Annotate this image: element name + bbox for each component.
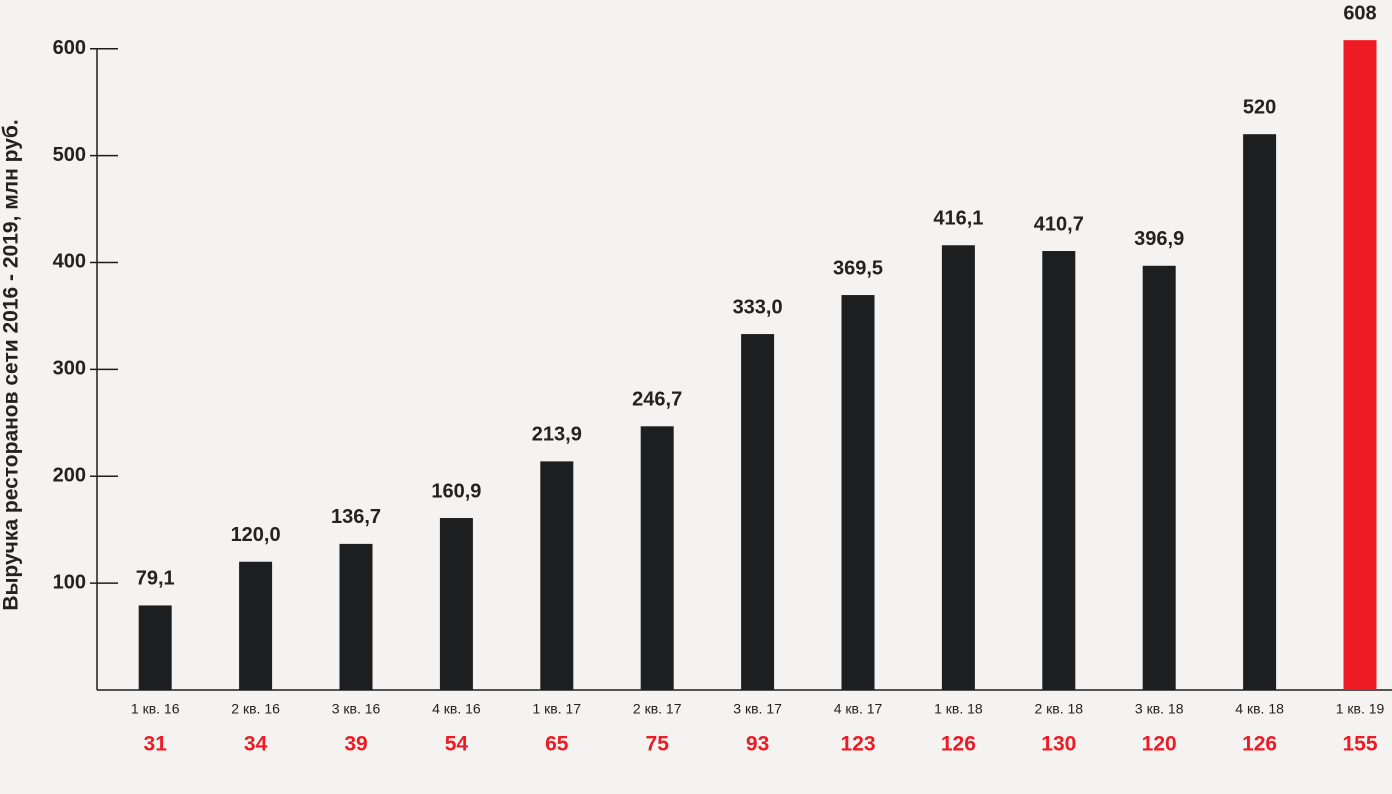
bar [239, 561, 273, 690]
value-label: 246,7 [632, 389, 682, 411]
value-label: 136,7 [331, 506, 381, 528]
bar [741, 334, 775, 690]
x-tick-label: 4 кв. 17 [834, 701, 883, 717]
y-tick-label: 300 [53, 358, 86, 380]
bar [1042, 251, 1076, 691]
bar [941, 245, 975, 690]
bar [1243, 134, 1277, 690]
secondary-value: 126 [1242, 733, 1277, 756]
y-tick-label: 100 [53, 571, 86, 593]
secondary-value: 39 [344, 733, 367, 756]
secondary-value: 126 [941, 733, 976, 756]
y-tick-label: 500 [53, 144, 86, 166]
y-axis-title: Выручка ресторанов сети 2016 - 2019, млн… [0, 119, 23, 610]
bar [138, 605, 172, 690]
x-tick-label: 3 кв. 17 [733, 701, 782, 717]
value-label: 120,0 [231, 524, 281, 546]
bar [339, 543, 373, 690]
bar [439, 518, 473, 690]
secondary-value: 54 [445, 733, 469, 756]
bar [841, 295, 875, 690]
x-tick-label: 3 кв. 18 [1135, 701, 1184, 717]
value-label: 333,0 [733, 296, 783, 318]
value-label: 416,1 [933, 208, 983, 230]
x-tick-label: 1 кв. 17 [533, 701, 582, 717]
x-tick-label: 2 кв. 17 [633, 701, 682, 717]
value-label: 79,1 [136, 568, 175, 590]
bar [540, 461, 574, 690]
value-label: 396,9 [1134, 228, 1184, 250]
bar [1142, 265, 1176, 690]
secondary-value: 155 [1342, 733, 1377, 756]
value-label: 410,7 [1034, 213, 1084, 235]
secondary-value: 93 [746, 733, 769, 756]
bar [640, 426, 674, 690]
y-tick-label: 400 [53, 251, 86, 273]
x-tick-label: 1 кв. 19 [1336, 701, 1385, 717]
value-label: 520 [1243, 96, 1276, 118]
x-tick-label: 4 кв. 16 [432, 701, 481, 717]
x-tick-label: 1 кв. 16 [131, 701, 180, 717]
value-label: 213,9 [532, 424, 582, 446]
bar [1343, 40, 1377, 691]
value-label: 160,9 [431, 480, 481, 502]
value-label: 369,5 [833, 257, 883, 279]
secondary-value: 75 [646, 733, 670, 756]
secondary-value: 31 [144, 733, 168, 756]
x-tick-label: 2 кв. 18 [1035, 701, 1084, 717]
secondary-value: 34 [244, 733, 268, 756]
x-tick-label: 4 кв. 18 [1235, 701, 1284, 717]
secondary-value: 120 [1142, 733, 1177, 756]
y-tick-label: 200 [53, 465, 86, 487]
x-tick-label: 2 кв. 16 [231, 701, 280, 717]
secondary-value: 123 [840, 733, 875, 756]
secondary-value: 130 [1041, 733, 1076, 756]
value-label: 608 [1343, 2, 1376, 24]
x-tick-label: 1 кв. 18 [934, 701, 983, 717]
x-tick-label: 3 кв. 16 [332, 701, 381, 717]
y-tick-label: 600 [53, 37, 86, 59]
secondary-value: 65 [545, 733, 569, 756]
